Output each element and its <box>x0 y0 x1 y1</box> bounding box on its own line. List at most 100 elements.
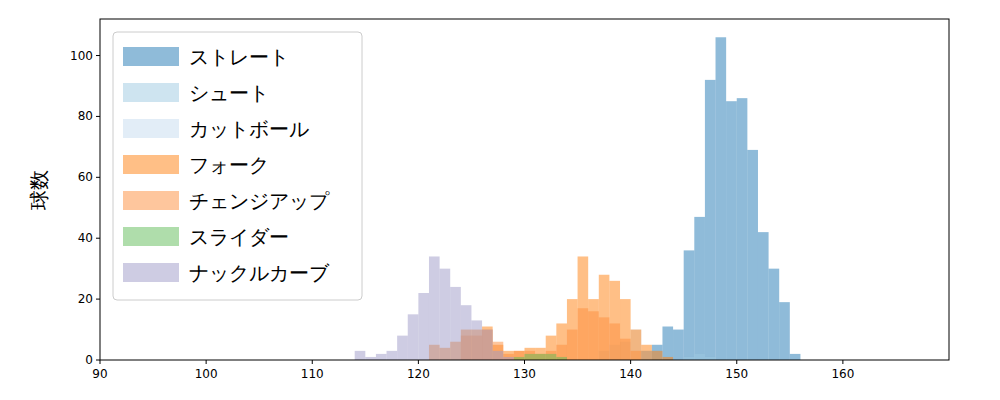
x-tick-label: 90 <box>92 367 107 381</box>
x-tick <box>524 360 525 364</box>
y-tick <box>96 177 100 178</box>
chart: 90100110120130140150160020406080100球数ストレ… <box>0 0 1000 400</box>
hist-bar <box>726 101 737 360</box>
hist-bar <box>503 354 514 360</box>
y-tick <box>96 55 100 56</box>
bars <box>355 37 801 360</box>
hist-bar <box>599 317 610 360</box>
hist-bar <box>493 351 504 360</box>
hist-bar <box>747 150 758 360</box>
legend-box <box>113 32 362 300</box>
hist-bar <box>482 327 493 360</box>
x-tick-label: 100 <box>195 367 218 381</box>
hist-bar <box>790 354 801 360</box>
hist-bar <box>578 308 589 360</box>
x-tick <box>842 360 843 364</box>
hist-bar <box>705 80 716 360</box>
hist-bar <box>525 354 536 360</box>
hist-bar <box>482 330 493 360</box>
legend-swatch <box>123 119 179 138</box>
hist-bar <box>620 299 631 360</box>
hist-bar <box>578 256 589 360</box>
y-tick <box>96 299 100 300</box>
legend-label: フォーク <box>189 153 269 177</box>
legend-swatch <box>123 83 179 102</box>
x-tick-label: 110 <box>301 367 324 381</box>
hist-bar <box>694 217 705 360</box>
hist-bar <box>525 348 536 360</box>
hist-bar <box>440 269 451 360</box>
hist-bar <box>652 345 663 360</box>
x-tick-label: 160 <box>831 367 854 381</box>
hist-bar <box>482 330 493 360</box>
hist-bar <box>514 351 525 360</box>
hist-bar <box>588 311 599 360</box>
hist-bar <box>779 302 790 360</box>
hist-bar <box>535 354 546 360</box>
hist-bar <box>546 351 557 360</box>
hist-bar <box>652 351 663 360</box>
y-tick-label: 0 <box>85 353 93 367</box>
legend: ストレートシュートカットボールフォークチェンジアップスライダーナックルカーブ <box>113 32 362 300</box>
y-tick <box>96 238 100 239</box>
hist-bar <box>556 345 567 360</box>
y-tick-label: 40 <box>78 231 93 245</box>
hist-bar <box>525 351 536 360</box>
hist-bar <box>450 287 461 360</box>
hist-bar <box>662 327 673 360</box>
hist-bar <box>546 354 557 360</box>
hist-bar <box>355 351 366 360</box>
legend-label: ナックルカーブ <box>189 261 330 285</box>
y-tick <box>96 116 100 117</box>
legend-label: スライダー <box>189 225 289 249</box>
hist-bar <box>546 336 557 360</box>
hist-bar <box>758 232 769 360</box>
hist-bar <box>471 320 482 360</box>
legend-swatch <box>123 155 179 174</box>
hist-bar <box>609 281 620 360</box>
y-tick-label: 20 <box>78 292 93 306</box>
hist-bar <box>631 351 642 360</box>
legend-label: カットボール <box>189 117 309 141</box>
legend-swatch <box>123 47 179 66</box>
hist-bar <box>631 330 642 360</box>
hist-bar <box>429 256 440 360</box>
hist-bar <box>535 354 546 360</box>
y-tick-label: 60 <box>78 170 93 184</box>
frame <box>100 19 949 360</box>
hist-bar <box>694 354 705 360</box>
x-tick-label: 150 <box>725 367 748 381</box>
hist-bar <box>620 339 631 360</box>
hist-bar <box>737 98 748 360</box>
hist-bar <box>641 345 652 360</box>
hist-bar <box>535 348 546 360</box>
hist-bar <box>397 336 408 360</box>
hist-bar <box>588 299 599 360</box>
x-tick <box>418 360 419 364</box>
hist-bar <box>609 323 620 360</box>
y-tick-label: 80 <box>78 109 93 123</box>
legend-swatch <box>123 263 179 282</box>
x-tick-label: 120 <box>407 367 430 381</box>
hist-bar <box>376 354 387 360</box>
hist-bar <box>716 37 727 360</box>
hist-bar <box>461 305 472 360</box>
hist-bar <box>418 293 429 360</box>
hist-bar <box>769 269 780 360</box>
x-tick <box>736 360 737 364</box>
hist-bar <box>673 330 684 360</box>
hist-bar <box>493 342 504 360</box>
hist-bar <box>599 275 610 360</box>
legend-label: チェンジアップ <box>189 189 330 213</box>
x-tick-label: 130 <box>513 367 536 381</box>
legend-label: ストレート <box>189 45 289 69</box>
x-tick <box>206 360 207 364</box>
hist-bar <box>514 351 525 360</box>
x-tick <box>100 360 101 364</box>
x-tick-label: 140 <box>619 367 642 381</box>
hist-bar <box>684 250 695 360</box>
hist-bar <box>567 330 578 360</box>
legend-swatch <box>123 191 179 210</box>
y-label: 球数 <box>27 170 51 210</box>
legend-swatch <box>123 227 179 246</box>
